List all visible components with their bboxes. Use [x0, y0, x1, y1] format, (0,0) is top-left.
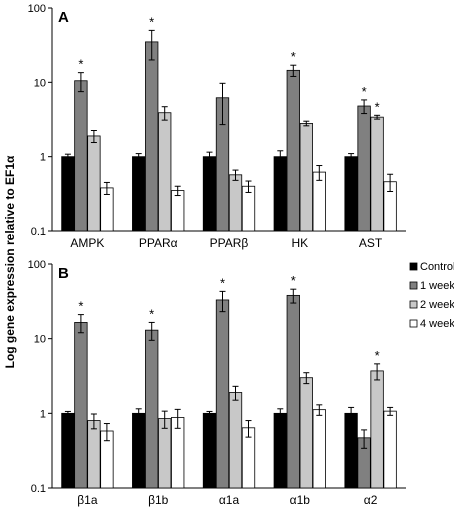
bar — [286, 294, 300, 489]
y-tick-label: 100 — [28, 259, 46, 271]
bar — [370, 116, 384, 232]
significance-marker: * — [149, 14, 154, 29]
x-tick-label: PPARβ — [210, 236, 249, 250]
bar — [273, 412, 287, 489]
chart-panel-a: 0.1 1 10 100 A AMPK PPARα PPARβ HK AST * * * * * — [28, 3, 406, 250]
bar — [171, 190, 185, 232]
x-tick-label: AMPK — [70, 236, 104, 250]
bar — [299, 123, 313, 232]
bar — [299, 377, 313, 489]
significance-marker: * — [149, 306, 154, 321]
significance-marker: * — [78, 57, 83, 72]
significance-marker: * — [375, 348, 380, 363]
y-tick-label: 10 — [34, 334, 46, 346]
legend-label: 4 weeks — [420, 318, 454, 330]
legend-swatch — [409, 281, 418, 290]
legend-swatch — [409, 262, 418, 271]
bar — [344, 412, 358, 489]
bar — [74, 80, 88, 232]
bar — [145, 41, 159, 232]
bar — [61, 412, 75, 489]
bar — [202, 412, 217, 489]
panel-label: B — [58, 265, 69, 282]
bar — [357, 105, 371, 232]
legend-label: Control — [420, 261, 454, 273]
bar — [215, 299, 230, 489]
x-tick-label: β1b — [148, 493, 169, 507]
bar — [370, 370, 384, 489]
significance-marker: * — [291, 273, 296, 288]
x-tick-label: α2 — [364, 493, 378, 507]
significance-marker: * — [291, 49, 296, 64]
bar — [132, 156, 146, 232]
bar — [383, 410, 397, 489]
y-tick-label: 10 — [34, 77, 46, 89]
bar — [158, 112, 172, 232]
x-tick-label: β1a — [77, 493, 98, 507]
significance-marker: * — [220, 275, 225, 290]
panel-label: A — [58, 9, 69, 26]
x-tick-label: α1b — [290, 493, 311, 507]
y-tick-label: 1 — [40, 152, 46, 164]
y-tick-label: 100 — [28, 3, 46, 15]
y-tick-label: 0.1 — [31, 226, 46, 238]
bar — [202, 156, 217, 232]
y-axis-label: Log gene expression relative to EF1α — [3, 155, 17, 368]
bar — [312, 171, 326, 232]
bar — [273, 156, 287, 232]
bar — [312, 409, 326, 489]
bar — [228, 392, 243, 489]
bar — [74, 322, 88, 489]
bar — [286, 69, 300, 232]
significance-marker: * — [375, 99, 380, 114]
bar — [61, 156, 75, 232]
y-tick-label: 0.1 — [31, 483, 46, 495]
significance-marker: * — [78, 299, 83, 314]
bar — [87, 420, 101, 489]
bar — [87, 135, 101, 232]
bar — [158, 418, 172, 489]
y-tick-label: 1 — [40, 408, 46, 420]
bar — [344, 156, 358, 232]
bar — [241, 185, 256, 232]
bar — [228, 174, 243, 232]
legend-swatch — [409, 300, 418, 309]
legend-label: 1 week — [420, 280, 454, 292]
bar — [132, 412, 146, 489]
x-tick-label: α1a — [219, 493, 240, 507]
x-tick-label: HK — [291, 236, 308, 250]
x-tick-label: AST — [359, 236, 383, 250]
significance-marker: * — [362, 84, 367, 99]
legend-swatch — [409, 319, 418, 328]
bar — [145, 329, 159, 489]
legend-label: 2 weeks — [420, 299, 454, 311]
x-tick-label: PPARα — [139, 236, 178, 250]
legend: Control 1 week 2 weeks 4 weeks — [409, 261, 454, 330]
